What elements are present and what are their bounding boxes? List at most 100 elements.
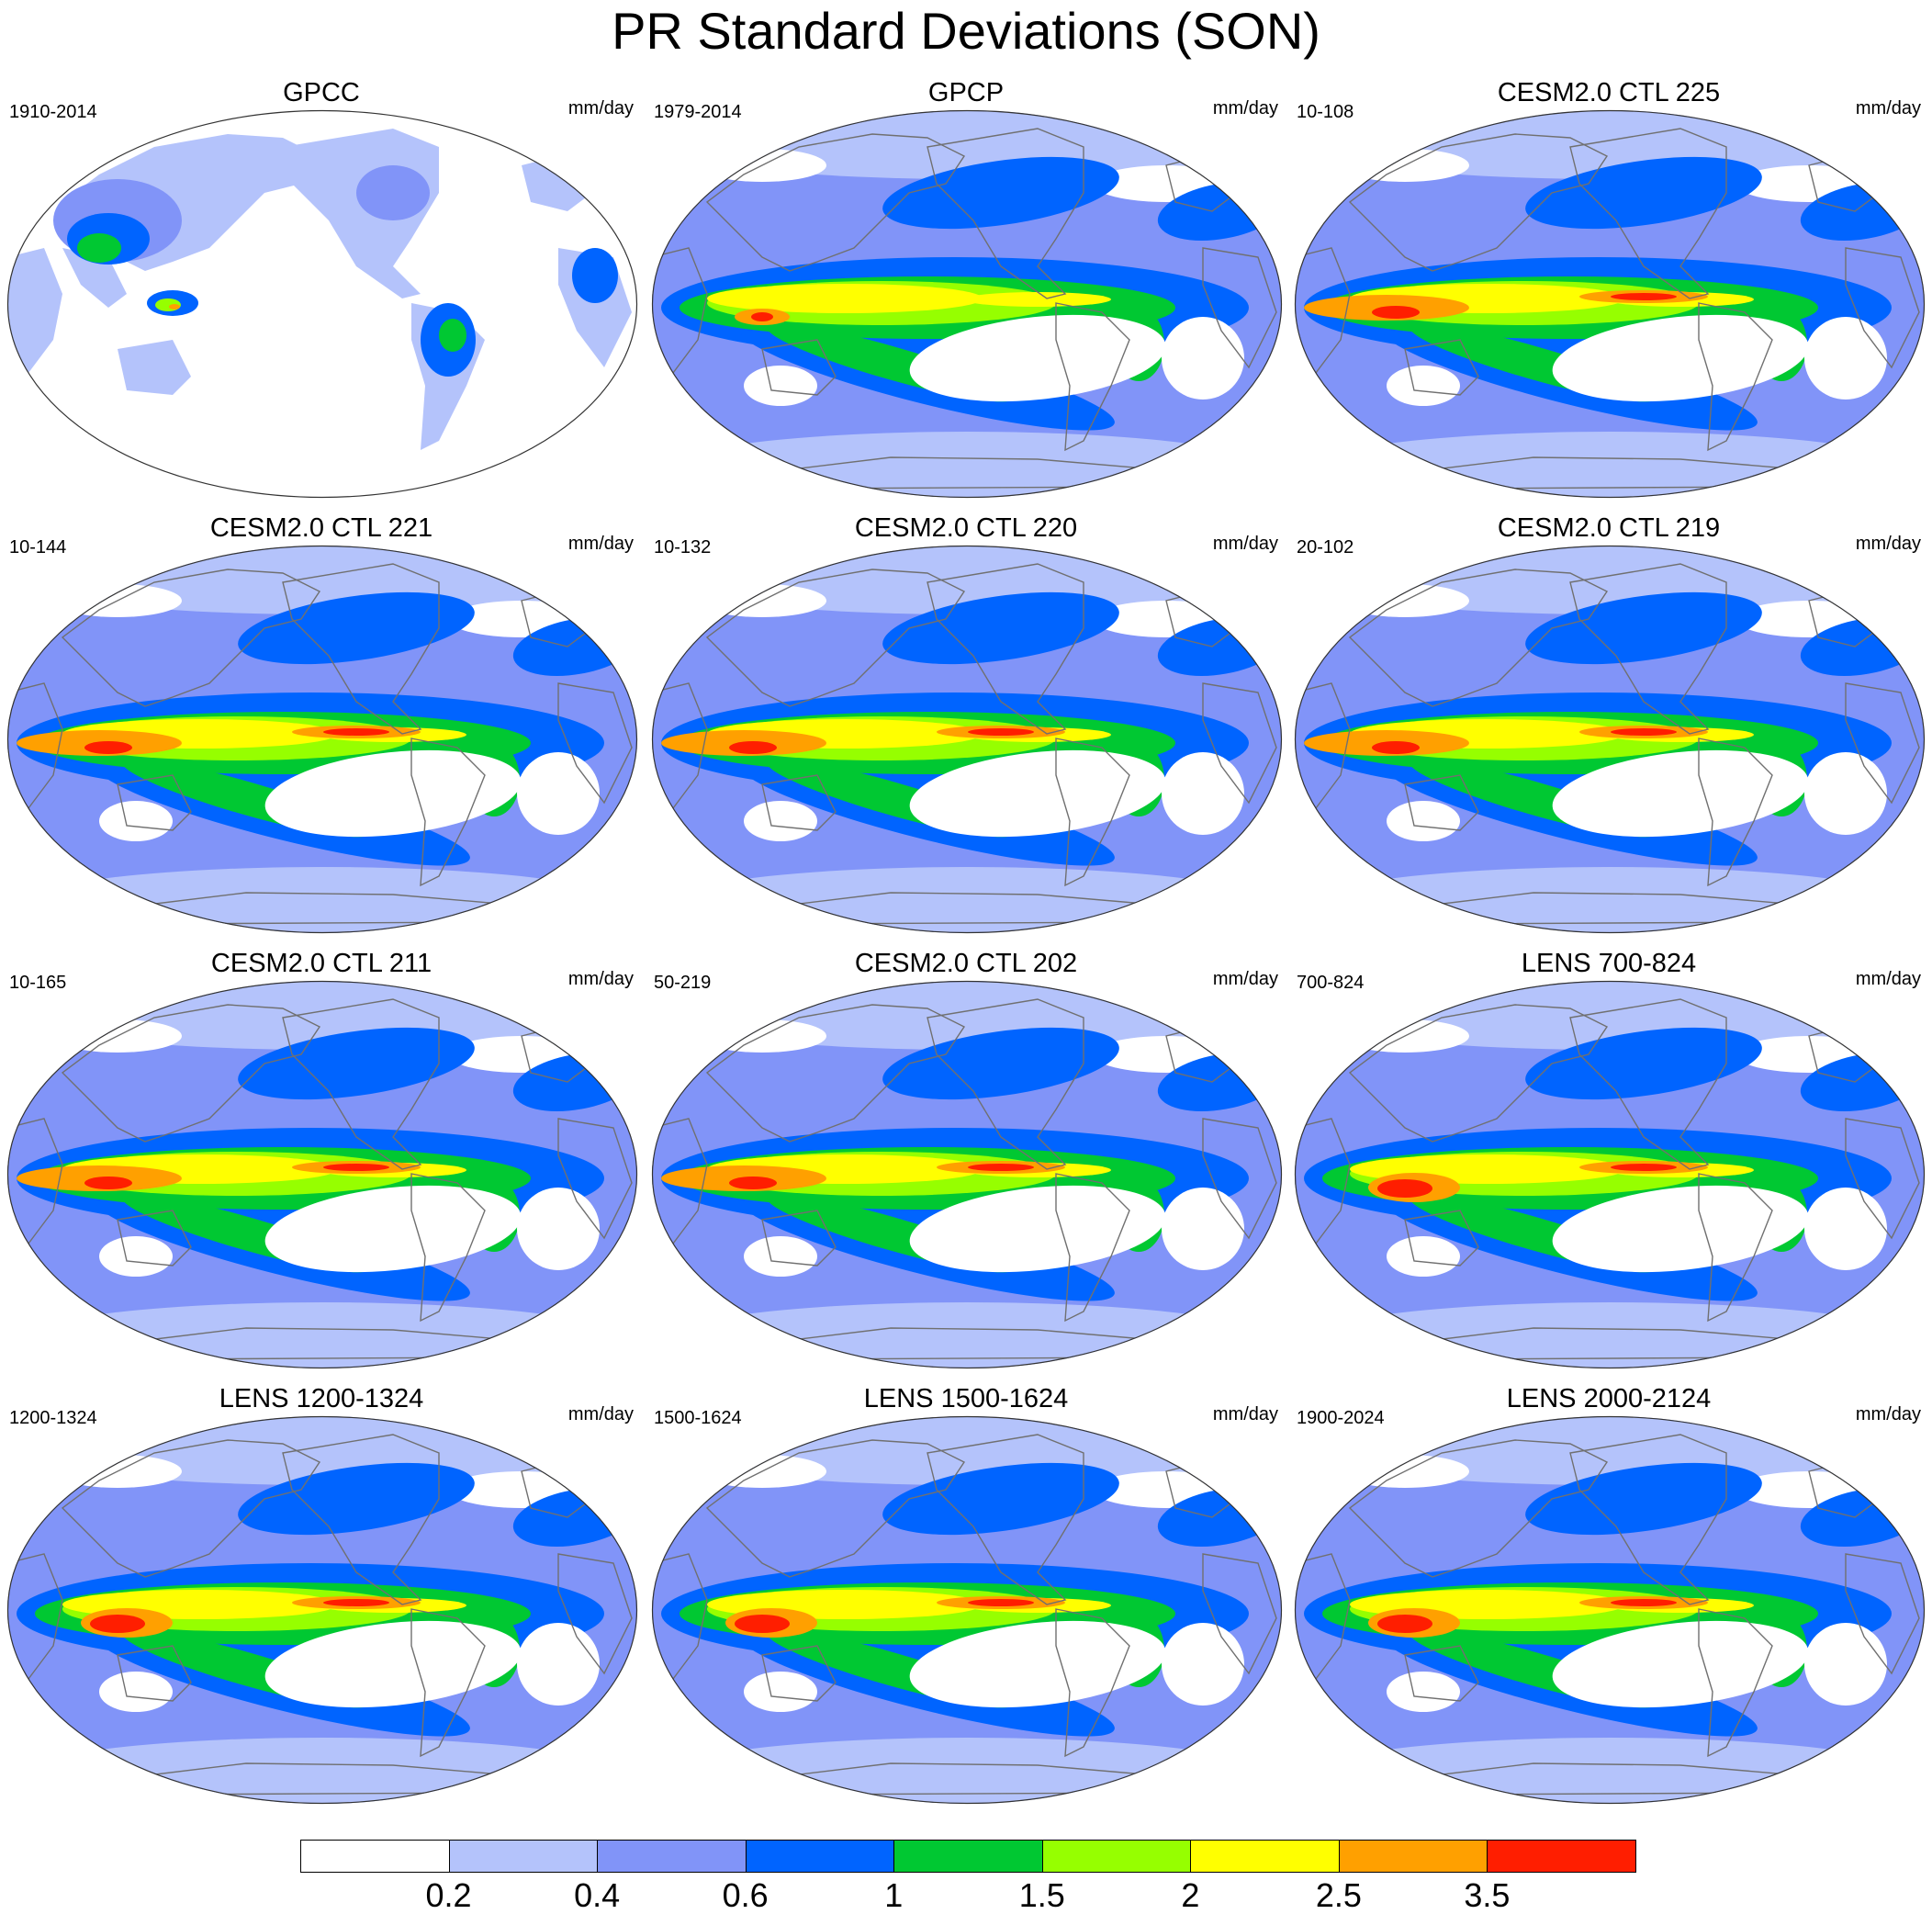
coastline-namerica xyxy=(927,563,1084,735)
map-border xyxy=(6,980,638,1369)
dry-australia xyxy=(744,1672,817,1712)
dry-south-atlantic xyxy=(517,1188,600,1270)
storm-track-pacific xyxy=(238,1027,475,1100)
colorbar-tick-label: 0.4 xyxy=(574,1876,621,1914)
map-field xyxy=(652,981,1282,1368)
central-pacific-peak xyxy=(323,1164,389,1171)
coastline-samerica xyxy=(410,1608,486,1758)
panel-period: 10-108 xyxy=(1297,102,1354,122)
central-pacific-peak xyxy=(1611,293,1677,300)
map-panel: CESM2.0 CTL 202 50-219 mm/day xyxy=(645,948,1287,1379)
coastline-australia xyxy=(1404,774,1479,831)
coastline-samerica xyxy=(1055,737,1130,887)
world-map xyxy=(651,980,1283,1369)
itcz-core xyxy=(707,284,983,313)
coastline-africa xyxy=(1295,1118,1351,1248)
coastline-africa2 xyxy=(1845,1118,1920,1240)
dry-se-pacific xyxy=(909,1185,1166,1273)
central-pacific-peak xyxy=(323,1599,389,1606)
land-field-australia xyxy=(118,340,191,395)
map-field xyxy=(652,110,1282,498)
figure-title: PR Standard Deviations (SON) xyxy=(612,2,1320,60)
band-northern xyxy=(1295,546,1925,614)
central-pacific-peak xyxy=(1611,1164,1677,1171)
indian-ocean-peak xyxy=(84,741,132,754)
indian-ocean-peak xyxy=(1372,741,1420,754)
coastline-africa2 xyxy=(557,1118,633,1240)
coastline-eurasia xyxy=(61,1439,321,1578)
panel-title: CESM2.0 CTL 225 xyxy=(1497,78,1721,107)
map-panel: CESM2.0 CTL 225 10-108 mm/day xyxy=(1287,77,1930,509)
panel-units: mm/day xyxy=(1212,98,1278,118)
coastline-eurasia xyxy=(1348,1439,1609,1578)
colorbar-tick-label: 2 xyxy=(1181,1876,1200,1914)
dry-south-atlantic xyxy=(1162,317,1244,400)
map-panel: CESM2.0 CTL 211 10-165 mm/day xyxy=(0,948,643,1379)
dry-se-pacific xyxy=(264,749,522,838)
coastline-samerica xyxy=(1698,1608,1773,1758)
coastline-samerica xyxy=(1698,302,1773,452)
coastline-australia xyxy=(1404,1645,1479,1702)
dry-south-atlantic xyxy=(1804,1623,1887,1706)
coastline-namerica xyxy=(1569,128,1727,299)
dry-se-pacific xyxy=(264,1620,522,1708)
coastline-africa xyxy=(1295,682,1351,813)
band-northern xyxy=(1295,981,1925,1050)
colorbar-box xyxy=(300,1840,450,1873)
colorbar-box xyxy=(448,1840,599,1873)
coastline-africa xyxy=(1295,1553,1351,1683)
colorbar-tick-label: 1 xyxy=(884,1876,904,1914)
panel-title: CESM2.0 CTL 219 xyxy=(1497,513,1721,543)
band-northern xyxy=(1295,110,1925,179)
storm-track-pacific xyxy=(882,591,1119,665)
colorbar-box xyxy=(597,1840,747,1873)
world-map xyxy=(651,1415,1283,1805)
world-map xyxy=(1294,1415,1926,1805)
central-pacific-peak xyxy=(968,1599,1034,1606)
indian-ocean-peak xyxy=(729,741,777,754)
world-map xyxy=(1294,109,1926,499)
coastline-namerica xyxy=(927,998,1084,1170)
panel-period: 700-824 xyxy=(1297,973,1365,993)
coastline-namerica xyxy=(1569,998,1727,1170)
map-border xyxy=(6,109,638,499)
coastline-africa xyxy=(7,1553,63,1683)
colorbar-tick-label: 1.5 xyxy=(1018,1876,1065,1914)
coastline-namerica xyxy=(927,1434,1084,1605)
coastline-namerica xyxy=(1569,563,1727,735)
colorbar-box xyxy=(1190,1840,1340,1873)
coastline-australia xyxy=(761,1210,837,1267)
map-field xyxy=(7,1416,637,1804)
coastline-africa xyxy=(7,1118,63,1248)
colorbar-box xyxy=(745,1840,895,1873)
coastline-africa2 xyxy=(557,1553,633,1675)
panel-period: 10-144 xyxy=(9,537,67,557)
colorbar-box xyxy=(1338,1840,1488,1873)
dry-south-atlantic xyxy=(1162,1623,1244,1706)
world-map xyxy=(6,980,638,1369)
central-pacific-peak xyxy=(323,728,389,736)
indian-ocean-peak xyxy=(1377,1179,1432,1198)
map-panel: CESM2.0 CTL 221 10-144 mm/day xyxy=(0,512,643,944)
map-panel: GPCP 1979-2014 mm/day xyxy=(645,77,1287,509)
coastline-namerica xyxy=(927,128,1084,299)
map-border xyxy=(1294,1415,1926,1805)
map-field xyxy=(7,110,637,498)
panel-title: LENS 1500-1624 xyxy=(863,1384,1069,1413)
map-panel: GPCC 1910-2014 mm/day xyxy=(0,77,643,509)
panel-units: mm/day xyxy=(1212,1404,1278,1424)
map-field xyxy=(652,546,1282,933)
panel-title: GPCC xyxy=(283,78,360,107)
panel-title: GPCP xyxy=(927,78,1005,107)
dry-south-atlantic xyxy=(517,1623,600,1706)
coastline-australia xyxy=(117,1210,192,1267)
dry-south-atlantic xyxy=(1162,1188,1244,1270)
storm-track-pacific xyxy=(882,156,1119,230)
panel-title: CESM2.0 CTL 220 xyxy=(854,513,1078,543)
coastline-africa xyxy=(652,247,708,377)
world-map xyxy=(6,545,638,934)
panel-title: CESM2.0 CTL 221 xyxy=(209,513,433,543)
dry-south-atlantic xyxy=(1804,1188,1887,1270)
land-anomaly-samerica-core xyxy=(439,319,466,352)
coastline-samerica xyxy=(1698,1173,1773,1323)
